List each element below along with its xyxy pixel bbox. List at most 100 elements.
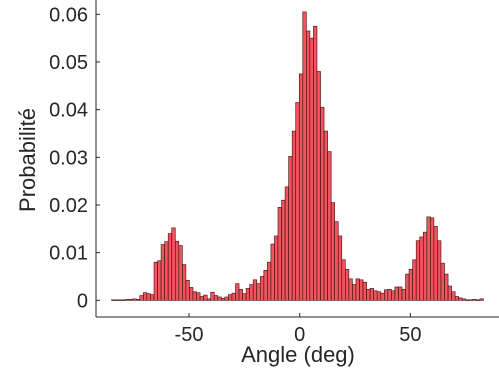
histogram-bar: [291, 130, 297, 301]
histogram-bar: [469, 299, 474, 301]
histogram-bar: [150, 294, 155, 301]
histogram-bar: [164, 241, 169, 301]
histogram-bar: [167, 233, 173, 301]
histogram-bar: [461, 298, 467, 301]
histogram-bar: [309, 37, 314, 301]
histogram-bar: [394, 286, 399, 301]
x-axis-ticks: -50 0 50: [175, 313, 422, 346]
histogram-bar: [118, 299, 123, 301]
histogram-bar: [277, 207, 282, 301]
histogram-bar: [114, 299, 119, 301]
histogram-bar: [316, 71, 321, 301]
histogram-bar: [426, 216, 431, 301]
x-tick-label: -50: [175, 324, 204, 346]
histogram-bar: [259, 276, 265, 301]
histogram-bar: [337, 235, 343, 301]
histogram-bar: [298, 73, 304, 301]
histogram-bar: [242, 293, 247, 301]
histogram-bar: [128, 299, 134, 301]
histogram-bar: [121, 299, 126, 301]
x-axis-label: Angle (deg): [241, 342, 355, 367]
histogram-bar: [136, 299, 141, 301]
histogram-bars: [111, 11, 484, 301]
histogram-bar: [348, 278, 353, 301]
y-tick-label: 0.04: [49, 100, 88, 122]
histogram-bar: [376, 291, 382, 301]
y-tick-label: 0.06: [49, 4, 88, 26]
histogram-bar: [412, 259, 417, 301]
histogram-bar: [476, 299, 481, 301]
histogram-bar: [231, 292, 236, 301]
histogram-bar: [430, 217, 435, 301]
histogram-bar: [189, 287, 194, 301]
histogram-bar: [355, 278, 360, 301]
histogram-bar: [306, 30, 311, 301]
histogram-bar: [288, 156, 293, 301]
y-axis-ticks: 0 0.01 0.02 0.03 0.04 0.05 0.06: [49, 4, 100, 312]
x-tick-label: 0: [294, 324, 305, 346]
histogram-bar: [352, 284, 357, 301]
histogram-bar: [465, 299, 470, 301]
histogram-bar: [444, 273, 449, 301]
histogram-bar: [472, 299, 477, 301]
histogram-bar: [178, 245, 183, 301]
histogram-bar: [391, 290, 396, 301]
histogram-bar: [341, 259, 346, 301]
y-tick-label: 0: [77, 290, 88, 312]
histogram-bar: [451, 291, 456, 301]
y-tick-label: 0.03: [49, 147, 88, 169]
histogram-bar: [267, 261, 272, 301]
histogram-bar: [284, 186, 289, 301]
histogram-bar: [362, 281, 367, 301]
histogram-bar: [330, 202, 335, 301]
histogram-bar: [221, 298, 226, 301]
histogram-bar: [185, 279, 190, 301]
histogram-bar: [217, 296, 222, 301]
histogram-bar: [182, 264, 187, 301]
histogram-bar: [334, 221, 339, 301]
y-axis-label: Probabilité: [15, 108, 40, 212]
histogram-bar: [398, 286, 403, 301]
histogram-bar: [458, 297, 463, 301]
histogram-bar: [323, 130, 328, 301]
histogram-bar: [345, 269, 350, 301]
histogram-bar: [263, 269, 268, 301]
histogram-bar: [405, 273, 410, 301]
histogram-bar: [373, 290, 378, 301]
histogram-bar: [387, 289, 392, 301]
histogram-bar: [196, 292, 201, 301]
histogram-bar: [383, 289, 389, 301]
histogram-bar: [422, 231, 428, 301]
histogram-bar: [408, 269, 413, 301]
y-tick-label: 0.05: [49, 52, 88, 74]
histogram-bar: [302, 11, 307, 301]
histogram-bar: [274, 235, 279, 301]
histogram-bar: [433, 226, 438, 301]
histogram-bar: [401, 289, 406, 301]
histogram-bar: [213, 295, 219, 301]
histogram-bar: [359, 279, 364, 301]
histogram-bar: [206, 298, 212, 301]
histogram-bar: [153, 261, 158, 301]
y-tick-label: 0.01: [49, 243, 88, 265]
histogram-bar: [199, 296, 204, 301]
histogram-bar: [192, 291, 197, 301]
histogram-bar: [146, 293, 151, 301]
histogram-bar: [447, 285, 452, 301]
histogram-bar: [125, 299, 130, 301]
histogram-bar: [366, 289, 371, 301]
histogram-bar: [139, 295, 144, 301]
histogram-bar: [143, 292, 148, 301]
y-tick-label: 0.02: [49, 195, 88, 217]
histogram-bar: [256, 283, 261, 301]
histogram-bar: [111, 299, 116, 301]
histogram-bar: [210, 291, 215, 301]
histogram-bar: [380, 292, 385, 301]
histogram-bar: [454, 296, 459, 301]
histogram-bar: [245, 288, 250, 301]
histogram-bar: [419, 236, 424, 301]
histogram-bar: [437, 240, 442, 301]
histogram-bar: [203, 294, 208, 301]
histogram-bar: [157, 260, 162, 301]
